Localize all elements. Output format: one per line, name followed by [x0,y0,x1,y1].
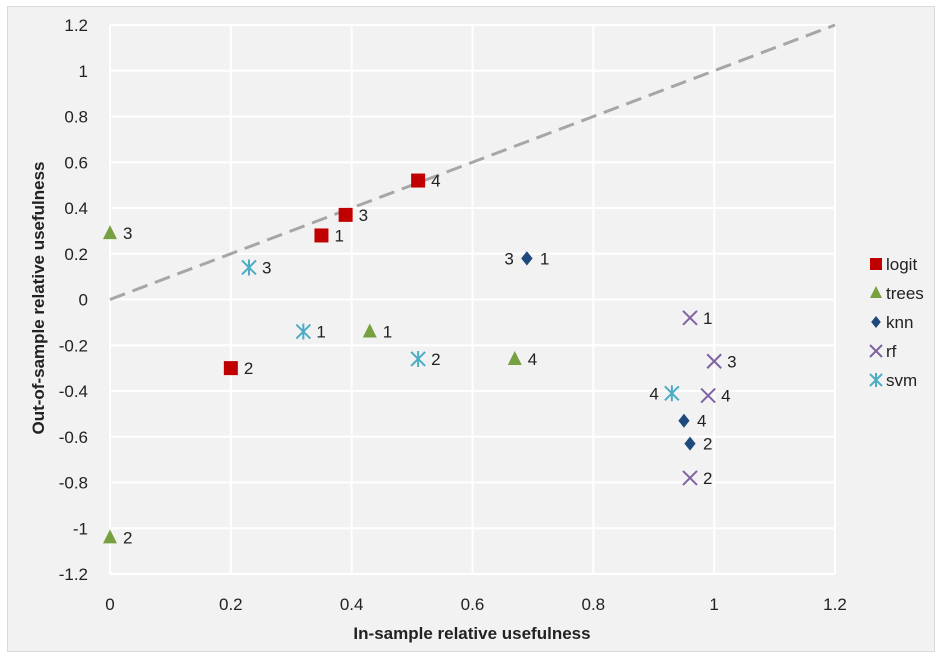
grid [109,24,836,575]
knn-point-label: 2 [703,435,712,454]
legend-rf-marker [869,344,883,358]
x-tick-label: 0.4 [340,595,364,614]
knn-point [521,251,533,266]
rf-point [706,353,722,369]
trees-point-label: 2 [123,528,132,547]
svm-point [241,259,257,276]
y-tick-label: -0.4 [59,382,88,401]
diagonal-reference-line [109,23,836,301]
svm-point-label: 4 [649,384,658,403]
rf-point [700,387,716,404]
knn-point-label: 3 [504,249,513,268]
y-tick-label: -0.6 [59,428,88,447]
svm-point-label: 2 [431,350,440,369]
legend-knn-marker [871,316,881,328]
marker-stroke [682,470,698,486]
rf-point-label: 1 [703,309,712,328]
reference-line [109,23,836,301]
legend-svm-marker [869,373,883,387]
logit-point [411,173,426,188]
y-tick-label: -1.2 [59,565,88,584]
y-tick-label: -1 [73,519,88,538]
x-tick-label: 1 [709,595,718,614]
logit-point-label: 1 [334,226,343,245]
knn-point [678,413,690,428]
logit-point [338,207,353,222]
svm-point [410,350,426,367]
trees-point-label: 3 [123,224,132,243]
trees-point-label: 4 [528,350,537,369]
y-tick-label: 0 [79,291,88,310]
svm-point-label: 3 [262,258,271,277]
rf-point [682,310,698,326]
x-tick-label: 0.2 [219,595,243,614]
y-tick-label: 0.6 [64,153,88,172]
x-tick-label: 0.8 [582,595,606,614]
legend-logit-marker [870,258,882,270]
y-tick-label: 0.2 [64,245,88,264]
rf-point-label: 4 [721,387,730,406]
legend: logit trees knn rf svm [869,255,924,390]
trees-point [103,225,117,240]
legend-logit-label: logit [886,255,917,274]
trees-point [362,323,377,338]
knn-point [684,436,696,451]
y-tick-label: 1.2 [64,16,88,35]
x-tick-label: 0.6 [461,595,485,614]
svm-point [295,323,312,340]
tick-labels: -1.2 -1 -0.8 -0.6 -0.4 -0.2 0 0.2 0.4 0.6 0.8 1 1.2 0… [59,16,847,614]
logit-point-label: 4 [431,172,440,191]
logit-point-label: 3 [359,206,368,225]
x-tick-label: 1.2 [823,595,847,614]
x-axis-title: In-sample relative usefulness [353,624,590,643]
y-tick-label: -0.2 [59,336,88,355]
marker-stroke [706,353,722,369]
legend-trees-label: trees [886,284,924,303]
legend-rf-label: rf [886,342,897,361]
point-labels: 1 2 3 4 1 2 3 4 1 2 3 4 1 2 3 4 1 2 3 4 [123,172,737,548]
legend-trees-marker [870,286,882,298]
rf-point [682,470,698,486]
knn-point-label: 1 [540,249,549,268]
y-tick-label: -0.8 [59,474,88,493]
trees-point [507,350,522,365]
logit-point-label: 2 [244,359,253,378]
rf-point-label: 3 [727,352,736,371]
marker-stroke [700,387,716,404]
knn-point-label: 4 [697,412,706,431]
y-axis-title: Out-of-sample relative usefulness [29,161,48,434]
y-tick-label: 0.8 [64,108,88,127]
x-tick-label: 0 [105,595,114,614]
svm-point-label: 1 [316,323,325,342]
logit-point [223,361,238,376]
marker-stroke [869,344,883,358]
data-points [103,173,722,544]
logit-point [314,228,329,243]
svm-point [664,385,680,402]
rf-point-label: 2 [703,469,712,488]
marker-stroke [682,310,698,326]
legend-svm-label: svm [886,371,917,390]
legend-knn-label: knn [886,313,913,332]
trees-point [103,529,117,544]
y-tick-label: 1 [79,62,88,81]
trees-point-label: 1 [383,323,392,342]
y-tick-label: 0.4 [64,199,88,218]
